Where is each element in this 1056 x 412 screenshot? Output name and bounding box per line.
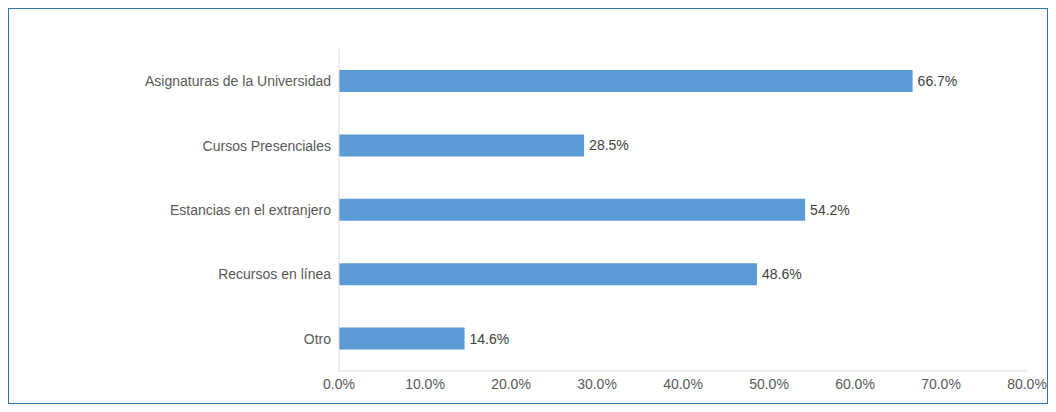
svg-text:14.6%: 14.6% — [470, 331, 510, 347]
svg-text:Recursos en línea: Recursos en línea — [218, 266, 331, 282]
svg-text:60.0%: 60.0% — [835, 376, 875, 392]
svg-text:48.6%: 48.6% — [762, 266, 802, 282]
svg-text:Otro: Otro — [304, 331, 331, 347]
svg-text:Estancias en el extranjero: Estancias en el extranjero — [170, 202, 331, 218]
svg-text:Asignaturas de la Universidad: Asignaturas de la Universidad — [145, 73, 331, 89]
svg-text:28.5%: 28.5% — [589, 137, 629, 153]
svg-text:20.0%: 20.0% — [491, 376, 531, 392]
svg-text:80.0%: 80.0% — [1007, 376, 1047, 392]
svg-text:66.7%: 66.7% — [918, 73, 958, 89]
svg-text:0.0%: 0.0% — [323, 376, 355, 392]
svg-text:50.0%: 50.0% — [749, 376, 789, 392]
svg-text:Cursos Presenciales: Cursos Presenciales — [203, 138, 331, 154]
svg-text:10.0%: 10.0% — [405, 376, 445, 392]
svg-text:70.0%: 70.0% — [921, 376, 961, 392]
svg-text:40.0%: 40.0% — [663, 376, 703, 392]
svg-text:30.0%: 30.0% — [577, 376, 617, 392]
svg-text:54.2%: 54.2% — [810, 202, 850, 218]
